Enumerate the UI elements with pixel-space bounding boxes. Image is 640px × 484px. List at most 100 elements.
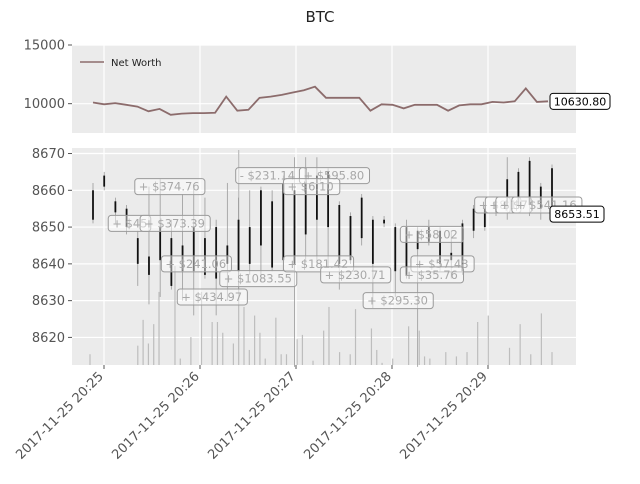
candle-body — [215, 227, 218, 279]
price-candle — [226, 182, 229, 301]
candle-body — [293, 190, 296, 264]
volume-bar — [222, 332, 224, 365]
trade-annotation-label: + $58.02 — [404, 227, 458, 241]
net-worth-panel: 15000 10000 Net Worth 10630.80 — [24, 39, 611, 133]
volume-bar — [280, 354, 282, 365]
volume-bar — [259, 332, 261, 365]
volume-bar — [254, 315, 256, 365]
price-ytick-label: 8660 — [32, 184, 65, 199]
candle-body — [226, 245, 229, 264]
candle-body — [248, 227, 251, 264]
price-candle — [439, 227, 441, 272]
candle-body — [260, 190, 262, 246]
volume-bar — [429, 358, 431, 365]
candle-body — [427, 227, 430, 242]
candle-body — [136, 238, 139, 264]
price-candle — [237, 197, 240, 290]
trade-annotation-box — [410, 255, 475, 273]
trade-annotation: + $7 — [495, 196, 532, 214]
trade-annotation-label: + $6.10 — [287, 180, 333, 194]
candle-body — [416, 230, 419, 250]
volume-bar — [147, 343, 150, 365]
trade-annotation-label: + $373.39 — [144, 216, 205, 230]
price-candle — [293, 157, 296, 367]
price-candle — [416, 227, 419, 367]
candle-body — [159, 227, 162, 261]
net-worth-ytick-label: 15000 — [24, 39, 65, 54]
candle-body — [405, 227, 408, 275]
price-candle — [327, 168, 329, 268]
price-candle — [539, 182, 542, 220]
candle-body — [551, 168, 553, 215]
net-worth-line — [92, 85, 549, 116]
net-worth-last-value-label: 10630.80 — [554, 95, 607, 108]
trade-annotation: + $6.10 — [282, 178, 341, 196]
trade-annotation-label: + $230.71 — [325, 268, 386, 282]
trade-annotations: + $374.76 + $45+ $373.39 + $241.06 + $434.9… — [107, 167, 583, 310]
price-candle — [192, 186, 195, 316]
volume-bar — [408, 326, 410, 365]
x-tick-label: 2017-11-25 20:25 — [13, 369, 106, 462]
volume-bar — [174, 266, 176, 365]
price-candle — [461, 219, 464, 275]
volume-bar — [232, 343, 234, 365]
price-candle — [472, 205, 475, 239]
candle-body — [461, 223, 464, 272]
volume-bar — [508, 347, 511, 365]
volume-bar — [137, 345, 139, 365]
price-candle — [114, 197, 117, 224]
volume-bar — [211, 322, 213, 365]
price-candle — [517, 168, 520, 209]
trade-annotation: + $434.97 — [176, 288, 248, 306]
candle-body — [148, 256, 150, 275]
volume-bar — [487, 315, 489, 365]
candle-body — [394, 227, 397, 272]
trade-annotation-box — [139, 214, 211, 232]
volume-bar — [349, 354, 351, 365]
price-y-axis: 8670 8660 8650 8640 8630 8620 — [32, 147, 72, 346]
volume-bar — [243, 306, 245, 365]
trade-annotation-label: + $295.30 — [367, 294, 428, 308]
price-candle — [271, 190, 274, 272]
chart-title: BTC — [305, 8, 334, 26]
trade-annotation-box — [282, 255, 355, 273]
trade-annotation-box — [134, 178, 206, 196]
candle-body — [237, 219, 240, 272]
trade-annotation-box — [362, 292, 434, 310]
price-candle — [215, 219, 218, 316]
trade-annotation: - $231.14 — [235, 167, 307, 185]
volume-bar — [158, 291, 160, 365]
volume-bar — [142, 319, 144, 365]
x-tick-label: 2017-11-25 20:26 — [109, 369, 202, 462]
candle-body — [472, 208, 475, 231]
price-candle — [148, 186, 150, 305]
price-candle — [427, 219, 430, 246]
trade-annotation: + $1083.55 — [219, 270, 298, 288]
volume-bar — [477, 322, 479, 365]
price-candle — [181, 193, 184, 301]
candle-body — [181, 245, 184, 272]
trade-annotation-box — [176, 288, 248, 306]
price-candle — [316, 157, 318, 264]
volume-bar — [418, 330, 420, 365]
price-ytick-label: 8670 — [32, 147, 65, 162]
volume-bar — [540, 313, 542, 365]
candle-body — [383, 219, 385, 224]
price-candle — [450, 230, 453, 279]
candle-body — [439, 230, 441, 264]
x-axis: 2017-11-25 20:25 2017-11-25 20:26 2017-11-… — [13, 365, 491, 463]
volume-bar — [551, 352, 553, 365]
price-candle — [338, 201, 341, 290]
price-candles — [92, 157, 553, 367]
trade-annotation-box — [282, 178, 341, 196]
net-worth-line-layer — [92, 85, 549, 116]
candle-body — [327, 171, 329, 228]
price-last-value-box — [549, 205, 605, 223]
net-worth-ytick-label: 10000 — [24, 97, 65, 112]
candle-body — [528, 160, 531, 206]
volume-bar — [466, 352, 468, 365]
candle-body — [360, 197, 363, 239]
candle-body — [125, 208, 128, 228]
